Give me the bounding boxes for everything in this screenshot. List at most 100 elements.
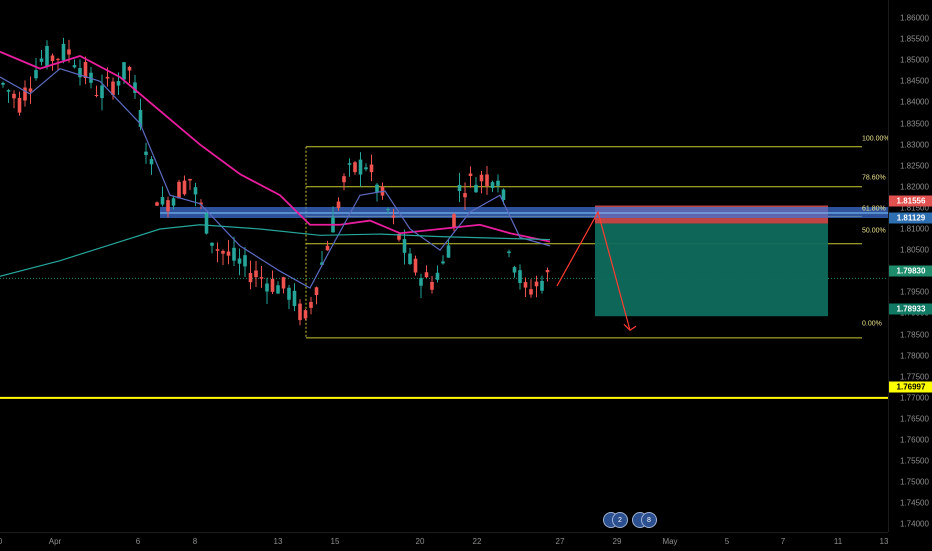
candle-body — [50, 55, 55, 61]
candle-body — [83, 62, 88, 78]
price-tick-label: 1.78500 — [900, 330, 929, 339]
candle-body — [210, 242, 214, 246]
candle-body — [237, 258, 242, 264]
candle-body — [386, 209, 390, 211]
time-tick-label: 8 — [192, 537, 198, 546]
candle-body — [314, 287, 319, 295]
candle-body — [78, 68, 82, 78]
candle-body — [12, 93, 16, 99]
time-tick-label: 0 — [0, 537, 2, 546]
candle-body — [188, 178, 192, 181]
candle-body — [364, 167, 368, 170]
candle-body — [94, 95, 99, 97]
candle-body — [397, 233, 401, 240]
candle-body — [67, 49, 71, 55]
fib-label-0: 0.00% — [862, 320, 882, 328]
candle-body — [204, 213, 209, 234]
price-tick-label: 1.79500 — [900, 287, 929, 297]
take-profit-zone — [595, 223, 828, 317]
candle-body — [111, 81, 115, 96]
candle-body — [39, 58, 44, 62]
time-tick-label: 22 — [472, 537, 482, 546]
candle-body — [435, 272, 440, 280]
candle-body — [413, 258, 418, 273]
projection-arrow-head — [623, 323, 637, 332]
price-tick-label: 1.85500 — [900, 34, 929, 44]
candle-body — [193, 187, 198, 195]
candle-body — [199, 202, 203, 205]
time-tick-label: 20 — [415, 537, 425, 546]
candle-body — [325, 245, 330, 251]
candle-body — [298, 303, 302, 321]
candle-body — [248, 272, 253, 283]
candle-body — [89, 72, 93, 83]
time-axis[interactable]: 0 Apr 6 8 13 15 20 22 27 29 May 5 7 11 13 — [0, 532, 888, 551]
candle-body — [17, 97, 22, 113]
slow-moving-average — [0, 50, 551, 243]
candle-body — [446, 245, 451, 258]
time-tick-label: Apr — [48, 537, 62, 546]
candle-body — [105, 76, 110, 79]
candle-body — [144, 151, 148, 155]
candle-body — [430, 281, 434, 290]
candle-body — [534, 281, 539, 287]
candle-body — [452, 214, 456, 228]
candle-body — [518, 270, 522, 283]
candle-body — [408, 253, 412, 265]
candle-body — [496, 180, 500, 186]
candle-body — [501, 189, 506, 201]
candle-body — [347, 163, 352, 165]
candle-body — [127, 66, 132, 71]
candle-body — [292, 290, 297, 307]
fib-label-100: 100.00% — [862, 135, 890, 143]
price-tick-label: 1.82000 — [900, 182, 929, 192]
price-tick-label: 1.81500 — [900, 203, 929, 213]
price-tick-label: 1.76000 — [900, 435, 929, 445]
candle-body — [166, 200, 170, 212]
fib-label-50: 50.00% — [862, 227, 886, 235]
candle-body — [281, 277, 286, 289]
candle-body — [160, 197, 165, 205]
candle-body — [133, 82, 137, 93]
candle-body — [254, 270, 258, 278]
candle-body — [177, 181, 181, 199]
candle-body — [23, 87, 27, 101]
candle-body — [507, 251, 511, 254]
event-icon[interactable]: 8 — [641, 512, 657, 528]
time-tick-label: 5 — [724, 537, 730, 546]
candle-body — [34, 70, 38, 79]
candle-body — [424, 272, 429, 278]
candle-body — [468, 173, 473, 177]
price-tick-label: 1.78000 — [900, 351, 929, 361]
price-chart[interactable] — [0, 0, 888, 532]
candle-body — [474, 184, 478, 193]
chart-area[interactable]: 100.00% 78.60% 61.80% 50.00% 0.00% 2 8 — [0, 0, 890, 532]
event-icon[interactable]: 2 — [612, 512, 628, 528]
candle-body — [309, 301, 313, 308]
take-profit-price-tag: 1.78933 — [889, 303, 932, 315]
candle-body — [545, 270, 550, 273]
current-price-tag: 1.79830 — [889, 265, 932, 277]
time-tick-label: 27 — [555, 537, 565, 546]
candle-body — [463, 193, 467, 198]
candle-body — [28, 88, 33, 92]
price-tick-label: 1.84000 — [900, 97, 929, 107]
candle-body — [287, 287, 291, 300]
candle-body — [523, 282, 528, 288]
candle-body — [138, 109, 143, 127]
price-tick-label: 1.86000 — [900, 13, 929, 23]
price-axis[interactable]: 1.86000 1.85500 1.85000 1.84500 1.84000 1.835… — [888, 0, 932, 532]
candle-body — [45, 45, 49, 67]
candle-body — [221, 250, 225, 254]
candle-body — [155, 202, 159, 206]
time-tick-label: 13 — [879, 537, 889, 546]
candle-body — [358, 159, 363, 175]
price-tick-label: 1.82500 — [900, 161, 929, 171]
candle-body — [61, 43, 66, 61]
time-tick-label: 6 — [135, 537, 141, 546]
candle-body — [215, 249, 220, 251]
price-tick-label: 1.85000 — [900, 55, 929, 65]
candle-body — [265, 283, 269, 292]
candle-body — [243, 255, 247, 267]
candle-body — [56, 58, 60, 60]
